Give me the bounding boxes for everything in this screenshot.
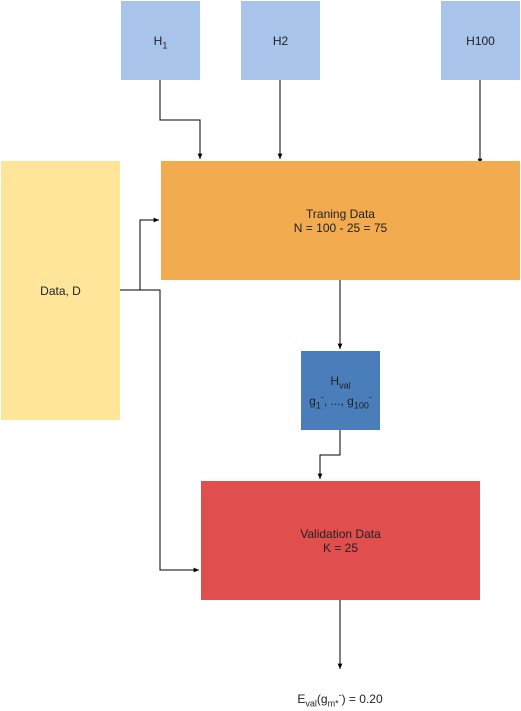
hval-sub: val bbox=[339, 379, 351, 390]
arrow-data-to-training bbox=[120, 217, 159, 291]
result-g-sub: m* bbox=[327, 698, 339, 709]
validation-error-result: Eval(gm*-) = 0.20 bbox=[180, 690, 500, 709]
result-e-sub: val bbox=[305, 698, 317, 709]
hypothesis-h1-base: H bbox=[153, 33, 163, 48]
result-e-base: E bbox=[297, 692, 306, 706]
hypothesis-box-h2: H2 bbox=[241, 1, 320, 80]
result-g-sup: - bbox=[338, 690, 342, 700]
validation-data-box: Validation Data K = 25 bbox=[201, 481, 480, 600]
hval-label: Hval bbox=[330, 373, 351, 390]
hypothesis-box-h100: H100 bbox=[441, 1, 520, 80]
hval-separator: , ..., bbox=[323, 393, 348, 408]
hypothesis-h1-sub: 1 bbox=[162, 39, 168, 50]
hval-g-last-sup: - bbox=[368, 391, 372, 402]
result-g-base: g bbox=[320, 692, 328, 706]
hypothesis-h100-sub: 100 bbox=[474, 33, 495, 48]
hval-g-last-sub: 100 bbox=[353, 399, 369, 410]
arrow-h1-to-training bbox=[159, 80, 203, 159]
result-value: ) = 0.20 bbox=[341, 692, 383, 706]
hval-base: H bbox=[330, 373, 340, 388]
hypothesis-label-h1: H1 bbox=[153, 33, 168, 50]
hypothesis-h2-sub: 2 bbox=[281, 33, 289, 48]
hval-g-first-sub: 1 bbox=[315, 399, 321, 410]
validation-data-title: Validation Data bbox=[300, 526, 381, 541]
hval-hypotheses-list: g1-, ..., g100- bbox=[309, 391, 372, 410]
hval-box: Hval g1-, ..., g100- bbox=[301, 351, 380, 430]
arrow-hval-to-validation bbox=[317, 430, 341, 479]
data-label: Data, D bbox=[40, 283, 81, 298]
training-data-box: Traning Data N = 100 - 25 = 75 bbox=[161, 161, 520, 280]
hypothesis-h2-base: H bbox=[272, 33, 282, 48]
hypothesis-label-h2: H2 bbox=[273, 34, 288, 48]
training-data-formula: N = 100 - 25 = 75 bbox=[293, 220, 388, 235]
data-box: Data, D bbox=[1, 161, 120, 420]
hypothesis-box-h1: H1 bbox=[121, 1, 200, 80]
hval-g-first-sup: - bbox=[320, 391, 324, 402]
hval-g-last-base: g bbox=[347, 393, 354, 408]
hypothesis-h100-base: H bbox=[466, 33, 475, 48]
training-data-title: Traning Data bbox=[306, 206, 375, 221]
result-open-paren: ( bbox=[316, 692, 321, 706]
hval-g-first-base: g bbox=[309, 393, 316, 408]
hypothesis-label-h100: H100 bbox=[466, 34, 495, 48]
arrow-data-to-validation bbox=[120, 289, 199, 573]
validation-data-formula: K = 25 bbox=[322, 540, 359, 555]
